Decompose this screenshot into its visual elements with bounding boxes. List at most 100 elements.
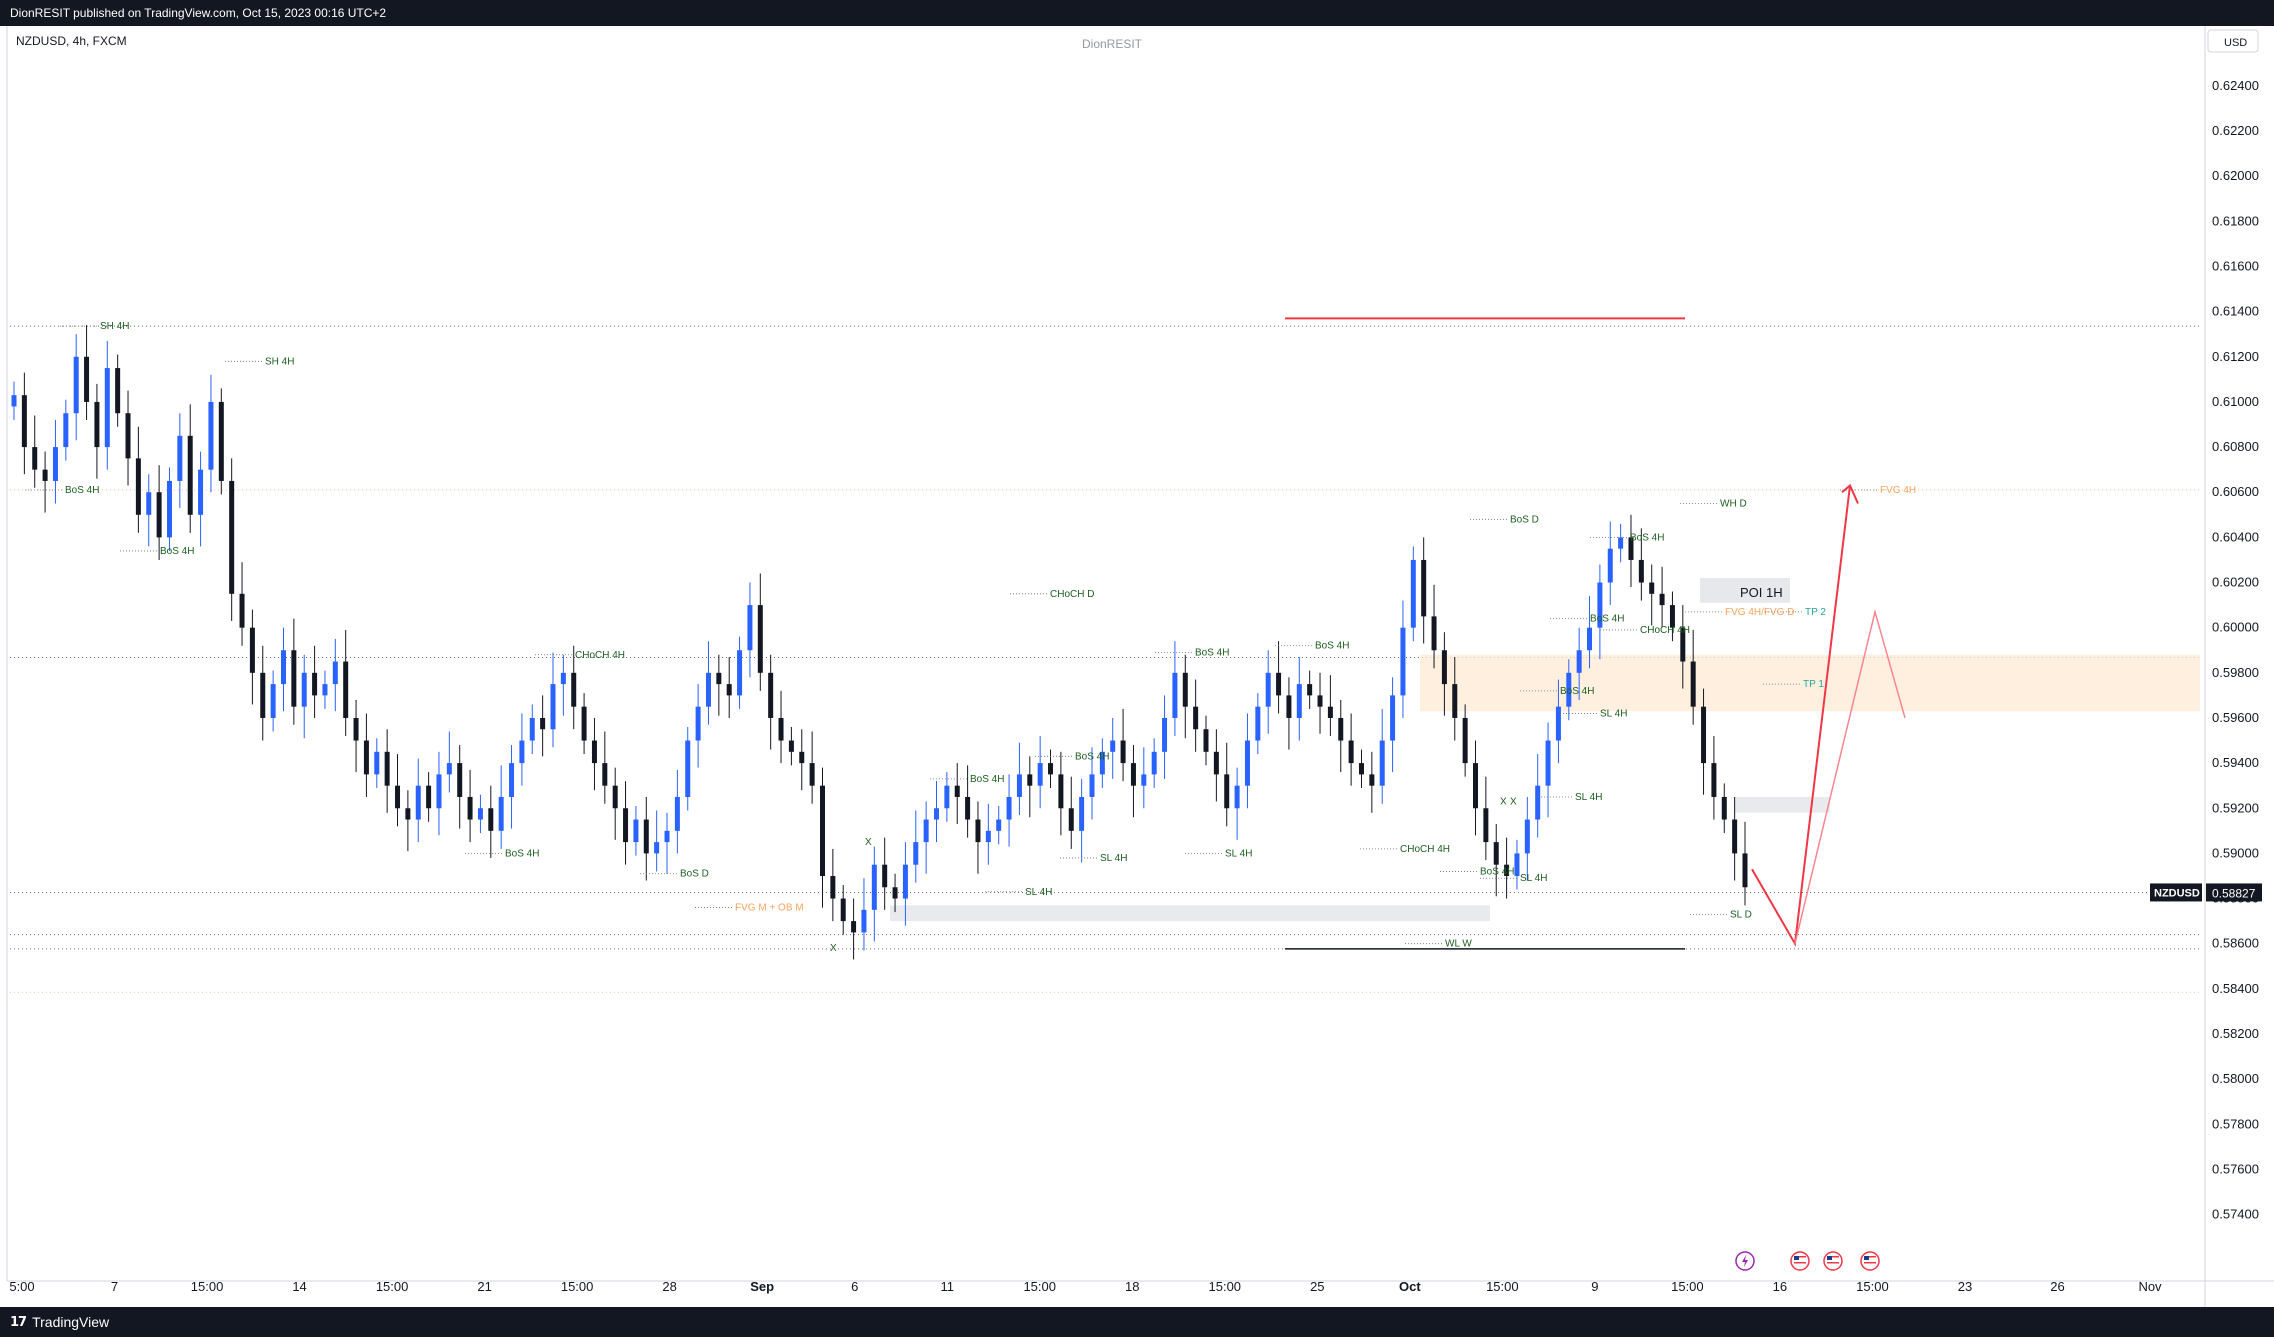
candle-body xyxy=(944,785,950,809)
tradingview-logo[interactable]: 17 TradingView xyxy=(10,1314,109,1330)
level-annotation: CHoCH 4H xyxy=(1400,844,1450,855)
candle-body xyxy=(312,672,318,696)
price-tick-label: 0.59000 xyxy=(2212,845,2259,860)
candle-body xyxy=(1638,559,1644,583)
candle-body xyxy=(1255,706,1261,741)
candle-body xyxy=(1452,684,1458,718)
candle-body xyxy=(1307,684,1313,696)
candle-body xyxy=(1390,695,1396,741)
currency-button[interactable]: USD xyxy=(2207,29,2259,53)
time-tick-label: 15:00 xyxy=(1023,1279,1056,1294)
candle-body xyxy=(125,413,131,459)
level-annotation: BoS D xyxy=(1510,514,1539,525)
flag-stripe xyxy=(1827,1262,1839,1264)
level-annotation: X xyxy=(830,943,837,954)
price-tick-label: 0.60800 xyxy=(2212,439,2259,454)
candle-body xyxy=(1141,774,1147,786)
price-tick-label: 0.58600 xyxy=(2212,936,2259,951)
candle-body xyxy=(1721,796,1727,820)
candle-body xyxy=(63,413,69,448)
candle-body xyxy=(1037,763,1043,786)
candle-body xyxy=(716,672,722,685)
candle-body xyxy=(1504,864,1510,876)
candle-body xyxy=(52,447,58,481)
time-tick-label: 15:00 xyxy=(1486,1279,1519,1294)
time-tick-label: Sep xyxy=(750,1279,774,1294)
time-tick-label: 28 xyxy=(662,1279,676,1294)
candle-body xyxy=(1182,672,1188,707)
time-tick-label: 18 xyxy=(1125,1279,1139,1294)
candle-body xyxy=(1193,706,1199,730)
flag-canton xyxy=(1794,1256,1799,1260)
candle-body xyxy=(426,785,432,809)
event-icons[interactable] xyxy=(1735,1251,1880,1271)
price-tick-label: 0.60600 xyxy=(2212,484,2259,499)
candle-body xyxy=(871,864,877,910)
candle-body xyxy=(135,458,141,515)
candle-body xyxy=(291,650,297,707)
time-tick-label: 7 xyxy=(111,1279,118,1294)
candle-body xyxy=(519,740,525,764)
candle-body xyxy=(208,401,214,470)
level-annotation: TP 2 xyxy=(1805,607,1826,618)
candle-body xyxy=(913,842,919,865)
candle-body xyxy=(747,605,753,651)
candle-body xyxy=(674,796,680,831)
candle-body xyxy=(892,887,898,899)
candle-body xyxy=(1410,559,1416,628)
candle-body xyxy=(239,593,245,628)
candle-body xyxy=(1130,763,1136,786)
candle-body xyxy=(830,875,836,899)
price-tick-label: 0.61600 xyxy=(2212,259,2259,274)
time-tick-label: 6 xyxy=(851,1279,858,1294)
level-annotation: BoS 4H xyxy=(160,546,194,557)
level-annotation: BoS 4H xyxy=(1590,614,1624,625)
candle-body xyxy=(1048,763,1054,775)
projection-paths xyxy=(1751,483,1906,947)
grey-zone xyxy=(1735,796,1830,813)
candle-body xyxy=(1400,627,1406,696)
candle-body xyxy=(156,492,162,538)
time-tick-label: 5:00 xyxy=(9,1279,34,1294)
flag-stripe xyxy=(1794,1256,1806,1258)
time-tick-label: 14 xyxy=(292,1279,306,1294)
level-annotation: FVG 4H xyxy=(1880,485,1916,496)
candle-body xyxy=(301,672,307,707)
candle-body xyxy=(799,751,805,764)
candle-body xyxy=(32,447,38,470)
level-annotation: WL W xyxy=(1445,939,1472,950)
last-price-symbol-box xyxy=(2150,883,2202,902)
level-annotation: SL 4H xyxy=(1520,873,1547,884)
us-flag-icon[interactable] xyxy=(1860,1251,1880,1271)
fvg-zone xyxy=(1420,654,2200,712)
flash-icon[interactable] xyxy=(1735,1251,1755,1271)
time-tick-label: 15:00 xyxy=(1671,1279,1704,1294)
price-tick-label: 0.59400 xyxy=(2212,755,2259,770)
candle-body xyxy=(965,796,971,820)
candle-body xyxy=(985,830,991,843)
time-tick-label: 23 xyxy=(1958,1279,1972,1294)
time-axis[interactable]: 5:00 7 15:00 14 15:00 21 15:00 28 Sep 6 11 15:00 18 1… xyxy=(9,1279,2162,1294)
candle-body xyxy=(477,808,483,820)
candle-body xyxy=(975,819,981,843)
flag-stripe xyxy=(1794,1262,1806,1264)
price-axis[interactable]: 0.62400 0.62200 0.62000 0.61800 0.61600 0.614… xyxy=(2212,78,2259,1222)
candle-body xyxy=(446,763,452,775)
candle-body xyxy=(550,684,556,730)
candle-body xyxy=(1421,559,1427,617)
candle-body xyxy=(1234,785,1240,809)
candle-body xyxy=(1711,763,1717,797)
candle-body xyxy=(923,819,929,843)
us-flag-icon[interactable] xyxy=(1790,1251,1810,1271)
candle-body xyxy=(1649,582,1655,594)
tradingview-logo-icon: 17 xyxy=(10,1314,27,1330)
us-flag-icon[interactable] xyxy=(1823,1251,1843,1271)
candle-body xyxy=(996,819,1002,831)
candle-body xyxy=(788,740,794,752)
candle-body xyxy=(280,650,286,685)
price-tick-label: 0.62200 xyxy=(2212,123,2259,138)
candle-body xyxy=(1338,717,1344,741)
candle-body xyxy=(1493,842,1499,865)
candle-body xyxy=(1576,650,1582,673)
